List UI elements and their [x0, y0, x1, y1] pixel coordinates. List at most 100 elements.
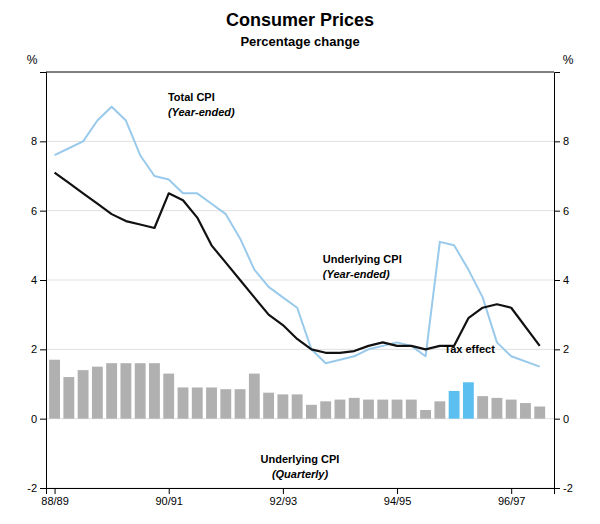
bar: [506, 400, 517, 419]
tick: -2: [554, 482, 573, 494]
y-axis: -2 0 2 4 6 8: [27, 73, 46, 495]
tick-mark: [554, 419, 560, 420]
bar: [178, 387, 189, 418]
bar: [292, 394, 303, 418]
bar: [106, 363, 117, 418]
tick-label: 2: [563, 343, 569, 355]
tick: 2: [31, 343, 46, 355]
tick-label: 4: [31, 274, 37, 286]
tick-label: 90/91: [155, 495, 183, 507]
x-axis: 88/89 90/91 92/93 94/95 96/97: [41, 488, 554, 507]
tick-label: 8: [563, 135, 569, 147]
bar: [377, 400, 388, 419]
bar: [92, 367, 103, 419]
bar: [49, 360, 60, 419]
tick-mark: [554, 280, 560, 281]
tick-mark: [40, 419, 46, 420]
bar: [420, 410, 431, 419]
tick: 4: [31, 274, 46, 286]
bar: [63, 377, 74, 419]
annotation: Tax effect: [444, 343, 495, 355]
tick-label: -2: [563, 482, 573, 494]
bar: [463, 382, 474, 418]
bar: [206, 387, 217, 418]
bar: [320, 401, 331, 418]
annotation: Underlying CPI: [261, 453, 340, 465]
tick-label: 4: [563, 274, 569, 286]
marks: [49, 107, 545, 419]
tick: 4: [554, 274, 569, 286]
tick-label: 8: [31, 135, 37, 147]
tick-mark: [55, 488, 56, 494]
tick-label: 92/93: [270, 495, 298, 507]
grid-line: [46, 141, 554, 142]
tick-mark: [554, 349, 560, 350]
grid-line: [46, 280, 554, 281]
bar: [349, 398, 360, 419]
bar: [135, 363, 146, 418]
chart: 88/89 90/91 92/93 94/95 96/97 -2 0 2 4 6 8 -2 0 2 4 6 8 T…: [0, 0, 600, 524]
bar: [306, 405, 317, 419]
tick-label: 6: [563, 205, 569, 217]
bar-series: [49, 360, 545, 419]
bar: [335, 400, 346, 419]
tick-label: 0: [31, 413, 37, 425]
line: [55, 173, 540, 353]
tick-mark: [511, 488, 512, 494]
tick: 90/91: [155, 488, 183, 507]
tick-label: 0: [563, 413, 569, 425]
y2-axis-label: %: [563, 53, 574, 67]
tick: 2: [554, 343, 569, 355]
bar: [520, 403, 531, 419]
bar: [220, 389, 231, 418]
tick-label: 2: [31, 343, 37, 355]
line: [55, 107, 540, 367]
tick-label: -2: [27, 482, 37, 494]
bar: [249, 374, 260, 419]
bar: [192, 387, 203, 418]
plot-area: 88/89 90/91 92/93 94/95 96/97 -2 0 2 4 6 8 -2 0 2 4 6 8 T…: [27, 72, 573, 507]
tick-mark: [40, 141, 46, 142]
bar: [477, 396, 488, 419]
subtitle: Percentage change: [240, 34, 359, 49]
tick-label: 88/89: [41, 495, 69, 507]
tick: 6: [31, 205, 46, 217]
tick-mark: [554, 141, 560, 142]
tick: 8: [31, 135, 46, 147]
bar: [434, 401, 445, 418]
y-axis-label: %: [27, 53, 38, 67]
bar: [534, 407, 545, 419]
tick-label: 96/97: [498, 495, 526, 507]
tick: 92/93: [270, 488, 298, 507]
annotations: Total CPI (Year-ended) Underlying CPI (Year…: [168, 91, 495, 479]
annotation: Underlying CPI: [323, 253, 402, 265]
tick-mark: [554, 211, 560, 212]
tick-mark: [283, 488, 284, 494]
annotation: (Year-ended): [168, 106, 235, 118]
tick-mark: [40, 211, 46, 212]
bar: [120, 363, 131, 418]
bar: [277, 394, 288, 418]
axis-line: [40, 73, 47, 489]
annotation: Total CPI: [168, 91, 215, 103]
tick: -2: [27, 482, 46, 494]
tick-label: 94/95: [384, 495, 412, 507]
bar: [449, 391, 460, 419]
bar: [78, 370, 89, 419]
bar: [363, 400, 374, 419]
tick: 8: [554, 135, 569, 147]
tick-mark: [40, 280, 46, 281]
bar: [491, 398, 502, 419]
axis-line: [555, 73, 561, 489]
y2-axis: -2 0 2 4 6 8: [554, 73, 573, 495]
tick: 0: [31, 413, 46, 425]
bar: [163, 374, 174, 419]
bar: [263, 393, 274, 419]
title: Consumer Prices: [226, 10, 374, 30]
tick-label: 6: [31, 205, 37, 217]
tick-mark: [40, 488, 46, 489]
tick-mark: [40, 349, 46, 350]
tick: 88/89: [41, 488, 69, 507]
annotation: (Year-ended): [323, 268, 390, 280]
bar: [149, 363, 160, 418]
